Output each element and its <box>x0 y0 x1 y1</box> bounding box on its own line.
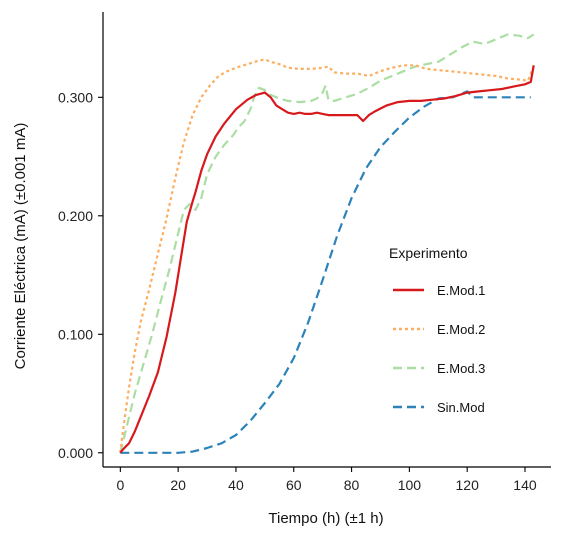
y-tick-label: 0.300 <box>58 89 93 105</box>
series-line-e-mod-2 <box>119 58 535 453</box>
legend-label: E.Mod.1 <box>437 283 485 298</box>
x-tick-label: 140 <box>513 477 537 493</box>
x-tick-label: 120 <box>456 477 480 493</box>
series-line-sin-mod <box>120 90 531 454</box>
x-tick-label: 0 <box>116 477 124 493</box>
legend: Experimento E.Mod.1 E.Mod.2 E.Mod.3 Sin.Mod <box>389 245 485 415</box>
x-tick-label: 100 <box>398 477 422 493</box>
series-line-e-mod-3 <box>119 33 535 454</box>
y-tick-label: 0.200 <box>58 208 93 224</box>
legend-title: Experimento <box>389 245 468 261</box>
y-tick-label: 0.000 <box>58 445 93 461</box>
x-tick-label: 20 <box>170 477 186 493</box>
legend-label: E.Mod.2 <box>437 322 485 337</box>
plot-lines <box>119 33 535 454</box>
x-tick-label: 40 <box>228 477 244 493</box>
x-axis-title: Tiempo (h) (±1 h) <box>268 510 383 527</box>
y-tick-label: 0.100 <box>58 326 93 342</box>
axes: 0 20 40 60 80 100 120 140 0.000 0.100 0.200 0.300 <box>58 12 551 493</box>
legend-label: Sin.Mod <box>437 400 485 415</box>
x-tick-label: 80 <box>344 477 360 493</box>
legend-label: E.Mod.3 <box>437 361 485 376</box>
series-line-e-mod-1 <box>119 65 535 454</box>
x-tick-label: 60 <box>286 477 302 493</box>
y-axis-title: Corriente Eléctrica (mA) (±0.001 mA) <box>12 123 29 370</box>
